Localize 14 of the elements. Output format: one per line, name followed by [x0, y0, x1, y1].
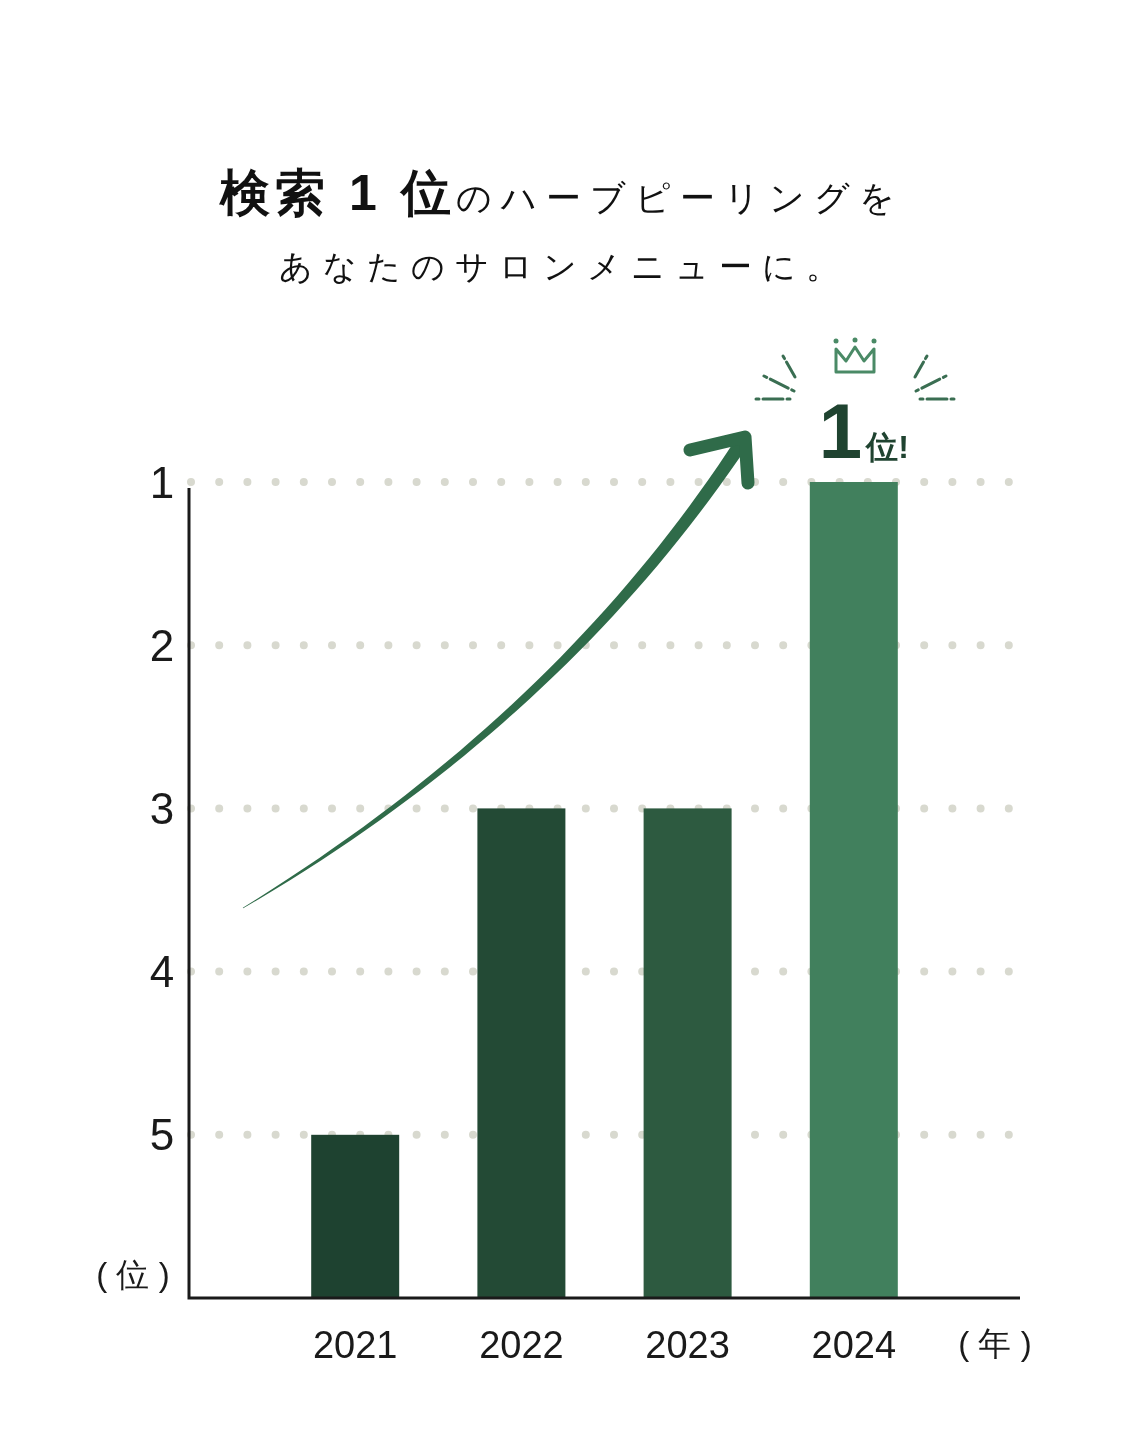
chart-title: 検索 1 位のハーブピーリングを	[218, 165, 904, 221]
y-tick-label: 3	[149, 783, 175, 833]
annotation: 1位!	[818, 387, 909, 475]
x-tick-label: 2021	[312, 1324, 398, 1366]
chart-subtitle: あなたのサロンメニューに。	[279, 248, 849, 285]
x-tick-label: 2024	[811, 1324, 897, 1366]
x-tick-label: 2023	[645, 1324, 730, 1366]
x-axis-title: ( 年 )	[958, 1324, 1032, 1362]
y-tick-label: 2	[149, 620, 175, 670]
y-tick-label: 4	[149, 947, 175, 997]
y-tick-label: 1	[149, 457, 175, 507]
y-tick-label: 5	[149, 1110, 175, 1160]
x-tick-label: 2022	[479, 1324, 564, 1366]
y-axis-title: ( 位 )	[96, 1255, 170, 1293]
